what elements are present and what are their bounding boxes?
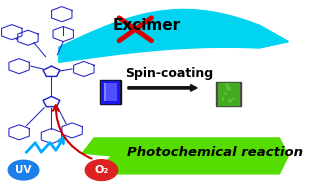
- Bar: [228, 87, 231, 91]
- Bar: [228, 99, 232, 101]
- Bar: [225, 84, 229, 87]
- Circle shape: [85, 160, 118, 180]
- Bar: [222, 97, 224, 101]
- Bar: [100, 80, 121, 104]
- Bar: [232, 98, 235, 100]
- Polygon shape: [59, 9, 288, 62]
- Bar: [101, 81, 119, 103]
- Bar: [104, 83, 106, 101]
- Text: Excimer: Excimer: [113, 18, 181, 33]
- Text: UV: UV: [15, 165, 32, 175]
- Text: O₂: O₂: [94, 165, 109, 175]
- Bar: [104, 83, 117, 101]
- Polygon shape: [259, 25, 288, 48]
- Bar: [226, 87, 229, 90]
- Polygon shape: [82, 138, 288, 174]
- Bar: [218, 83, 239, 105]
- Bar: [216, 82, 241, 106]
- Bar: [228, 101, 232, 103]
- Circle shape: [8, 160, 39, 180]
- Text: Spin-coating: Spin-coating: [125, 67, 213, 80]
- Bar: [224, 92, 228, 94]
- FancyArrow shape: [128, 85, 197, 91]
- Text: Photochemical reaction: Photochemical reaction: [127, 146, 303, 159]
